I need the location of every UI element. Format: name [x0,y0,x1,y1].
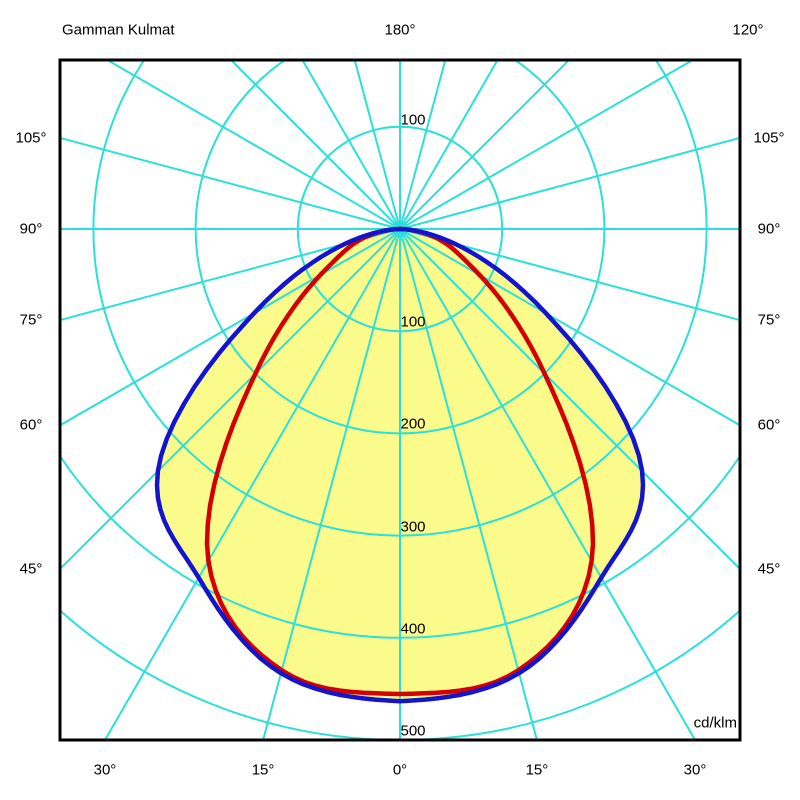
chart-frame [58,58,742,742]
blue-intensity-curve [154,226,646,704]
polar-grid-ray [399,60,447,230]
polar-grid-ray [60,136,401,230]
angle-label-top-120: 120° [732,21,764,39]
polar-grid-ray [60,228,401,322]
ring-value-label-300: 300 [400,518,426,536]
polar-grid-ray [399,60,695,230]
polar-grid-ray [399,228,740,322]
ring-value-label-400: 400 [400,620,426,638]
angle-label-top-180: 180° [384,21,416,39]
polar-grid-ray [60,228,401,427]
angle-label-right-45: 45° [757,560,781,578]
polar-grid-ring [60,453,740,639]
polar-grid-ray [353,60,401,230]
ring-value-label-200: 200 [400,415,426,433]
ring-value-label-500: 500 [400,722,426,740]
angle-label-bottom-0: 0° [392,761,408,779]
polar-grid-ray [399,228,697,740]
ring-value-label-upper-100: 100 [400,111,426,129]
angle-label-right-105: 105° [753,129,785,147]
polar-grid-ray [103,228,401,740]
angle-label-left-90: 90° [19,220,43,238]
polar-grid-ray [229,60,401,230]
unit-label: cd/klm [693,714,737,732]
ring-value-label-100: 100 [400,313,426,331]
polar-grid-ray [399,228,740,571]
polar-grid-ray [60,228,401,571]
angle-label-left-60: 60° [19,416,43,434]
polar-grid-ray [262,228,401,740]
polar-grid-ray [301,60,401,230]
polar-grid-ray [399,60,499,230]
polar-grid-ray [399,228,740,427]
angle-label-right-60: 60° [757,416,781,434]
angle-label-bottom-15-left: 15° [251,761,275,779]
polar-grid-ring [194,60,606,435]
angle-label-left-45: 45° [19,560,43,578]
polar-grid-ray [399,228,538,740]
angle-label-bottom-30-left: 30° [93,761,117,779]
angle-label-left-75: 75° [19,311,43,329]
angle-label-left-105: 105° [15,129,47,147]
polar-grid-ray [399,60,571,230]
polar-grid-ring [296,125,504,333]
polar-grid-ring [92,60,708,537]
polar-grid-ray [105,60,401,230]
polar-grid-ray [399,136,740,230]
angle-label-right-90: 90° [757,220,781,238]
angle-label-right-75: 75° [757,311,781,329]
angle-label-bottom-15-right: 15° [525,761,549,779]
angle-label-bottom-30-right: 30° [683,761,707,779]
red-intensity-curve [204,226,596,697]
chart-title: Gamman Kulmat [62,21,175,39]
